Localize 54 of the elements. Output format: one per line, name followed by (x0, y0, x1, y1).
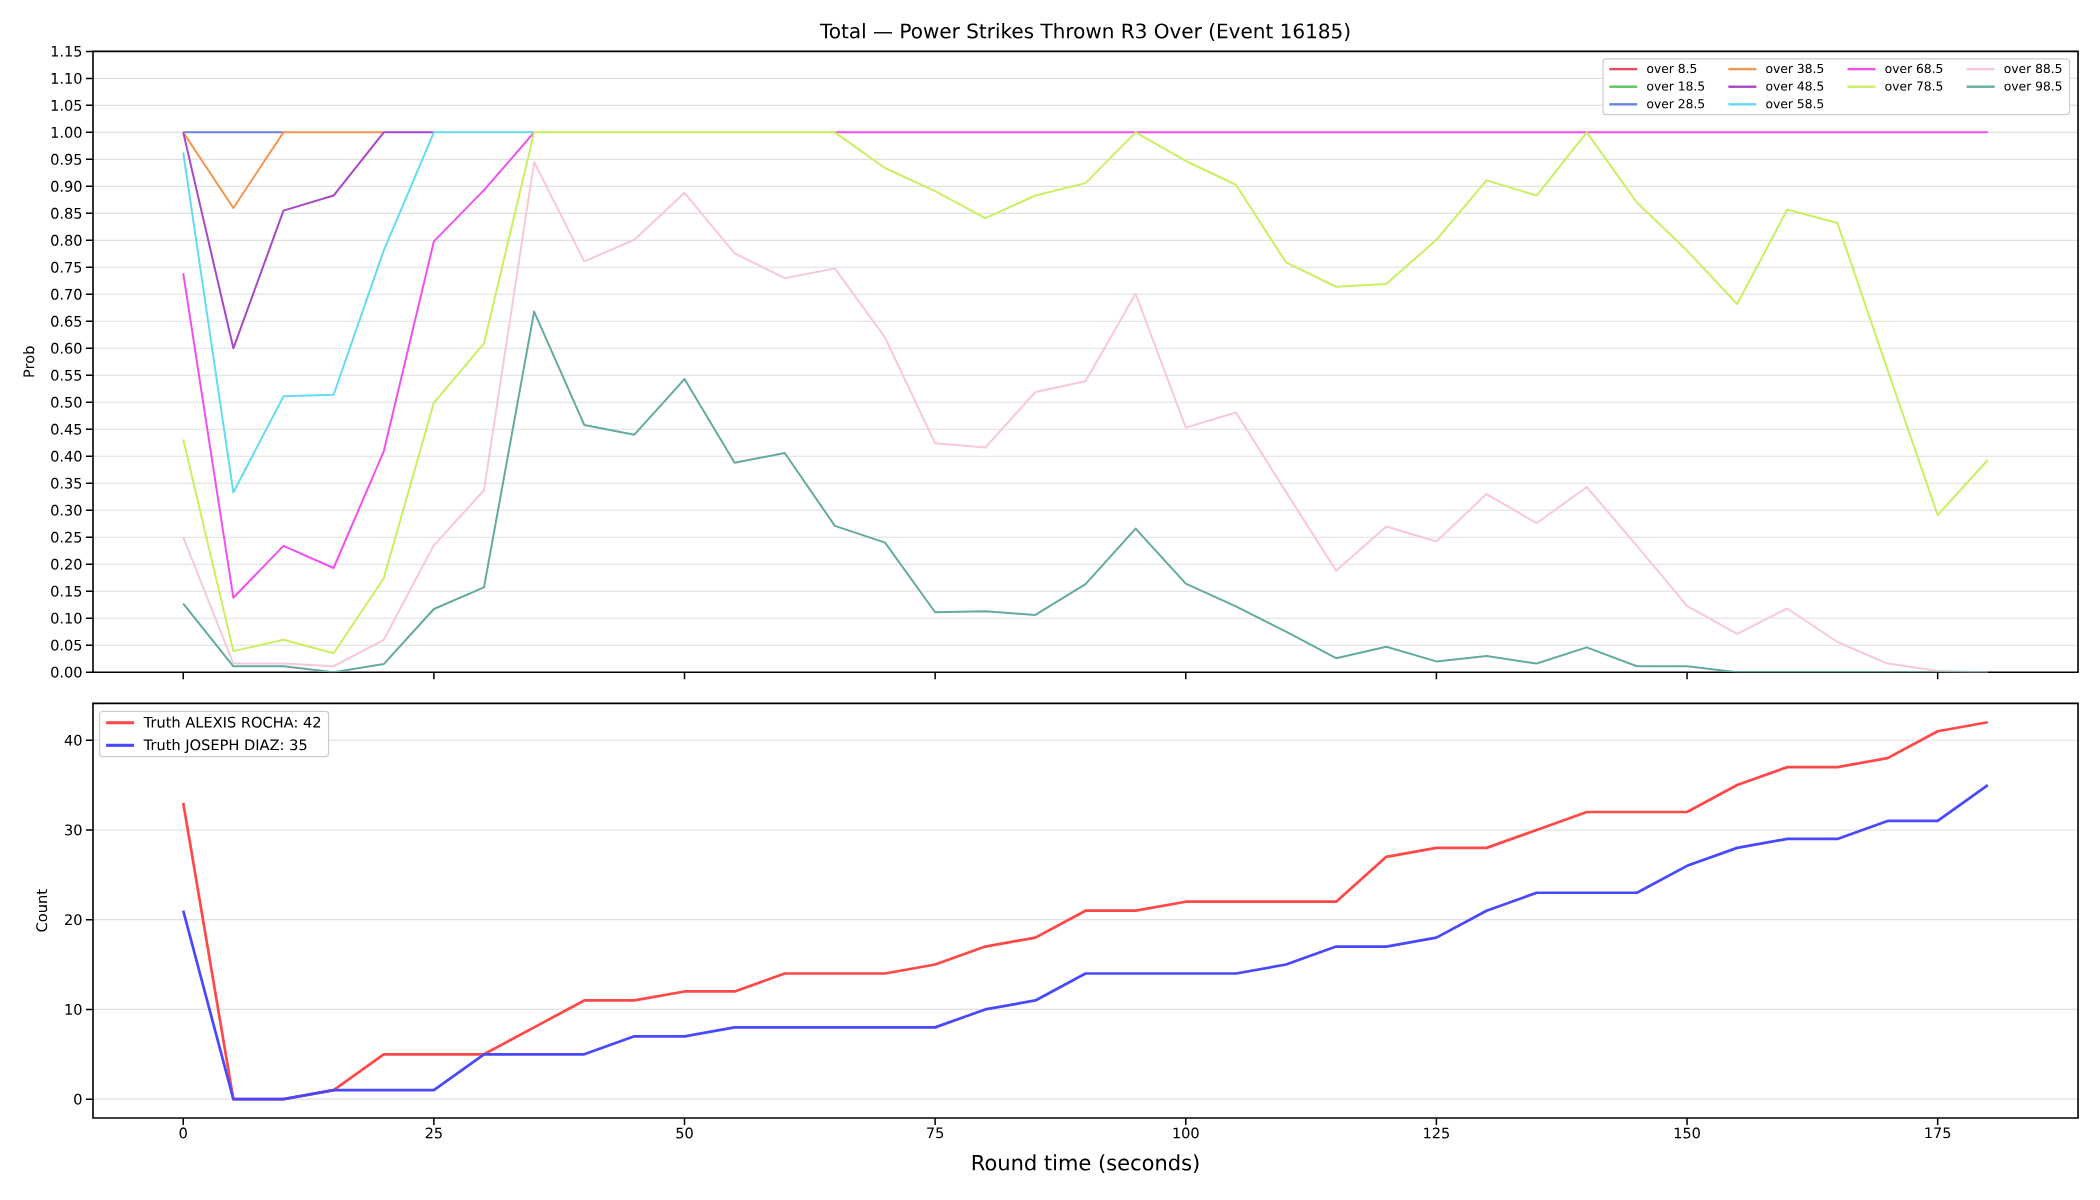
y-tick-label: 0.50 (51, 396, 82, 408)
y-tick-label: 0.45 (51, 423, 82, 435)
y-tick-label: 0.75 (51, 261, 82, 273)
y-tick-label: 0.70 (51, 288, 82, 300)
chart-title: Total — Power Strikes Thrown R3 Over (Event 16185) (819, 23, 1350, 41)
y-axis-title: Prob (23, 346, 35, 377)
y-tick-label: 0.30 (51, 504, 82, 516)
y-axis-title: Count (36, 889, 48, 932)
y-tick-label: 0.60 (51, 342, 82, 354)
legend-label: over 98.5 (2004, 81, 2062, 91)
y-tick-label: 0.25 (51, 531, 82, 543)
y-tick-label: 1.10 (51, 72, 82, 84)
x-tick-label: 125 (1424, 1127, 1449, 1139)
legend-label: over 58.5 (1766, 99, 1824, 109)
y-tick-label: 20 (65, 914, 82, 926)
legend-label: Truth ALEXIS ROCHA: 42 (143, 716, 321, 728)
y-tick-label: 0.65 (51, 315, 82, 327)
x-tick-label: 75 (927, 1127, 944, 1139)
y-tick-label: 0.15 (51, 585, 82, 597)
y-tick-label: 0.05 (51, 639, 82, 651)
legend-label: over 68.5 (1885, 63, 1943, 74)
y-tick-label: 30 (65, 824, 82, 836)
y-tick-label: 0.35 (51, 477, 82, 489)
y-tick-label: 0.90 (51, 180, 82, 192)
legend-label: over 18.5 (1647, 81, 1705, 91)
legend-label: Truth JOSEPH DIAZ: 35 (143, 739, 307, 754)
y-tick-label: 40 (64, 734, 82, 746)
x-tick-label: 175 (1925, 1127, 1951, 1139)
y-tick-label: 0.80 (51, 234, 82, 246)
line-series (182, 131, 435, 350)
legend-label: over 8.5 (1647, 63, 1697, 74)
y-tick-label: 0.00 (51, 666, 82, 678)
x-axis-title: Round time (seconds) (972, 1154, 1199, 1174)
y-tick-label: 0 (74, 1093, 82, 1105)
y-tick-label: 0.85 (51, 207, 82, 219)
y-tick-label: 0.20 (51, 558, 82, 570)
x-tick-label: 50 (676, 1127, 693, 1139)
x-tick-label: 0 (179, 1127, 187, 1139)
legend-label: over 48.5 (1766, 81, 1824, 91)
y-tick-label: 1.15 (51, 45, 82, 57)
x-tick-label: 150 (1674, 1127, 1700, 1139)
legend-label: over 78.5 (1885, 81, 1943, 91)
y-tick-label: 0.40 (51, 450, 82, 462)
x-tick-label: 100 (1173, 1127, 1199, 1139)
x-tick-label: 25 (425, 1127, 442, 1139)
legend-label: over 88.5 (2004, 63, 2062, 74)
y-tick-label: 1.00 (51, 126, 82, 138)
y-tick-label: 0.95 (51, 153, 82, 165)
legend-label: over 38.5 (1766, 63, 1824, 74)
y-tick-label: 0.55 (51, 369, 82, 381)
y-tick-label: 10 (65, 1003, 82, 1015)
legend-label: over 28.5 (1647, 99, 1705, 109)
y-tick-label: 0.10 (51, 612, 82, 624)
y-tick-label: 1.05 (51, 99, 82, 111)
